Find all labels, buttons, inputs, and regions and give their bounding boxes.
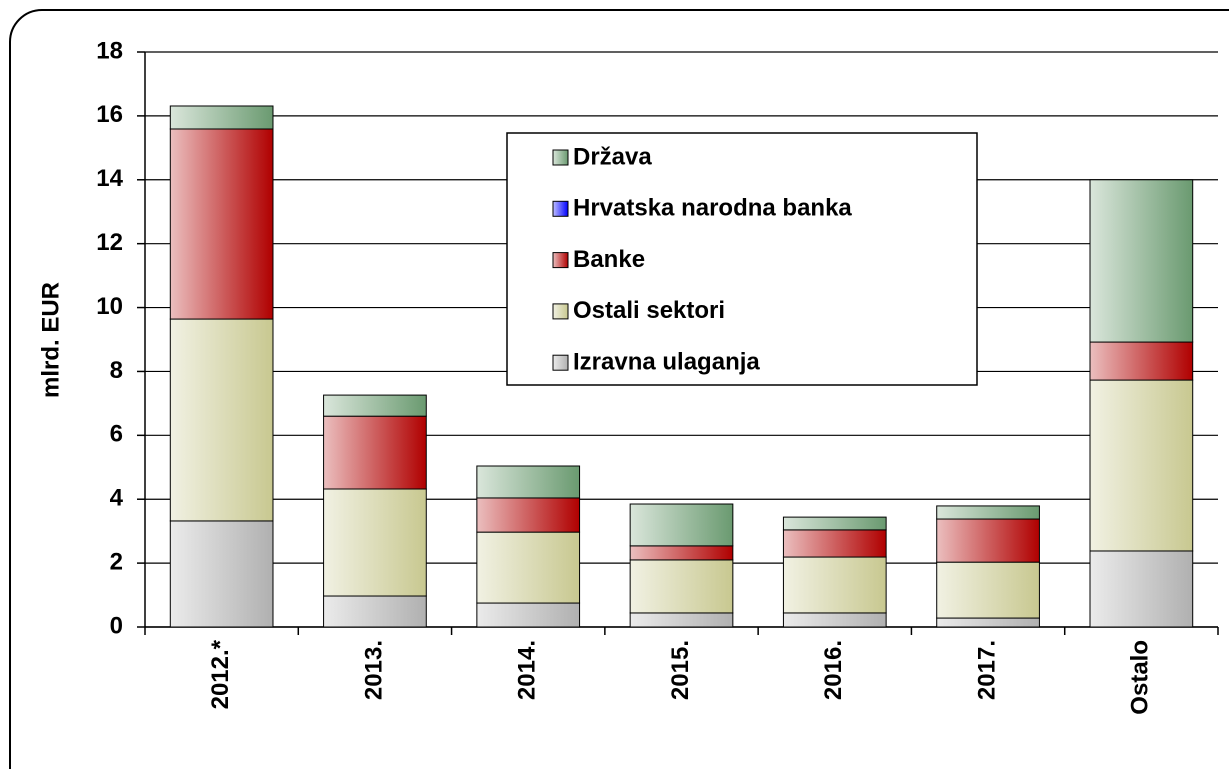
legend-swatch [552, 149, 569, 166]
bar-segment [476, 531, 581, 604]
y-tick-label: 14 [96, 165, 123, 192]
x-tick-label: 2016. [820, 640, 847, 700]
legend-swatch [552, 252, 569, 269]
bar-segment [629, 559, 734, 614]
legend-swatch [552, 303, 569, 320]
x-tick-label: 2012.* [207, 639, 234, 709]
bar-segment [323, 415, 427, 490]
bar-segment [629, 503, 734, 547]
y-axis-label: mlrd. EUR [37, 282, 64, 398]
bar-segment [323, 488, 427, 597]
y-tick-label: 6 [110, 421, 123, 448]
bar-segment [782, 529, 887, 558]
bar-segment [629, 612, 734, 628]
legend-swatch [552, 354, 569, 371]
bar-segment [782, 516, 887, 531]
x-tick-label: Ostalo [1127, 640, 1154, 715]
bar-segment [1089, 179, 1194, 343]
bar-segment [323, 595, 427, 628]
bar-segment [169, 105, 274, 130]
legend-label: Ostali sektori [573, 297, 725, 324]
legend-label: Izravna ulaganja [573, 349, 760, 376]
bar-segment [936, 518, 1040, 563]
x-tick-label: 2017. [973, 640, 1000, 700]
x-tick-label: 2014. [514, 640, 541, 700]
bar-segment [323, 394, 427, 417]
bar-segment [1089, 379, 1194, 552]
bar-segment [169, 318, 274, 522]
y-tick-label: 0 [110, 612, 123, 639]
bar-segment [782, 612, 887, 628]
legend-swatch [552, 200, 569, 217]
legend-label: Država [573, 143, 652, 170]
y-tick-label: 18 [96, 37, 123, 64]
legend-label: Banke [573, 246, 645, 273]
x-tick-label: 2015. [667, 640, 694, 700]
legend-label: Hrvatska narodna banka [573, 195, 852, 222]
bar-segment [1089, 550, 1194, 628]
bar-segment [936, 561, 1040, 619]
y-tick-label: 8 [110, 357, 123, 384]
bar-segment [629, 545, 734, 561]
bar-segment [1089, 341, 1194, 381]
bar-segment [169, 520, 274, 628]
bar-segment [476, 465, 581, 499]
y-tick-label: 4 [110, 485, 124, 512]
bar-segment [782, 556, 887, 614]
y-tick-label: 16 [96, 101, 123, 128]
y-tick-label: 10 [96, 293, 123, 320]
y-tick-label: 12 [96, 229, 123, 256]
bar-segment [476, 497, 581, 533]
chart-border [9, 9, 1229, 769]
bar-segment [476, 602, 581, 628]
bar-segment [936, 505, 1040, 520]
bar-segment [936, 617, 1040, 628]
y-tick-label: 2 [110, 548, 123, 575]
legend-box [506, 132, 978, 386]
bar-segment [169, 128, 274, 320]
x-tick-label: 2013. [360, 640, 387, 700]
